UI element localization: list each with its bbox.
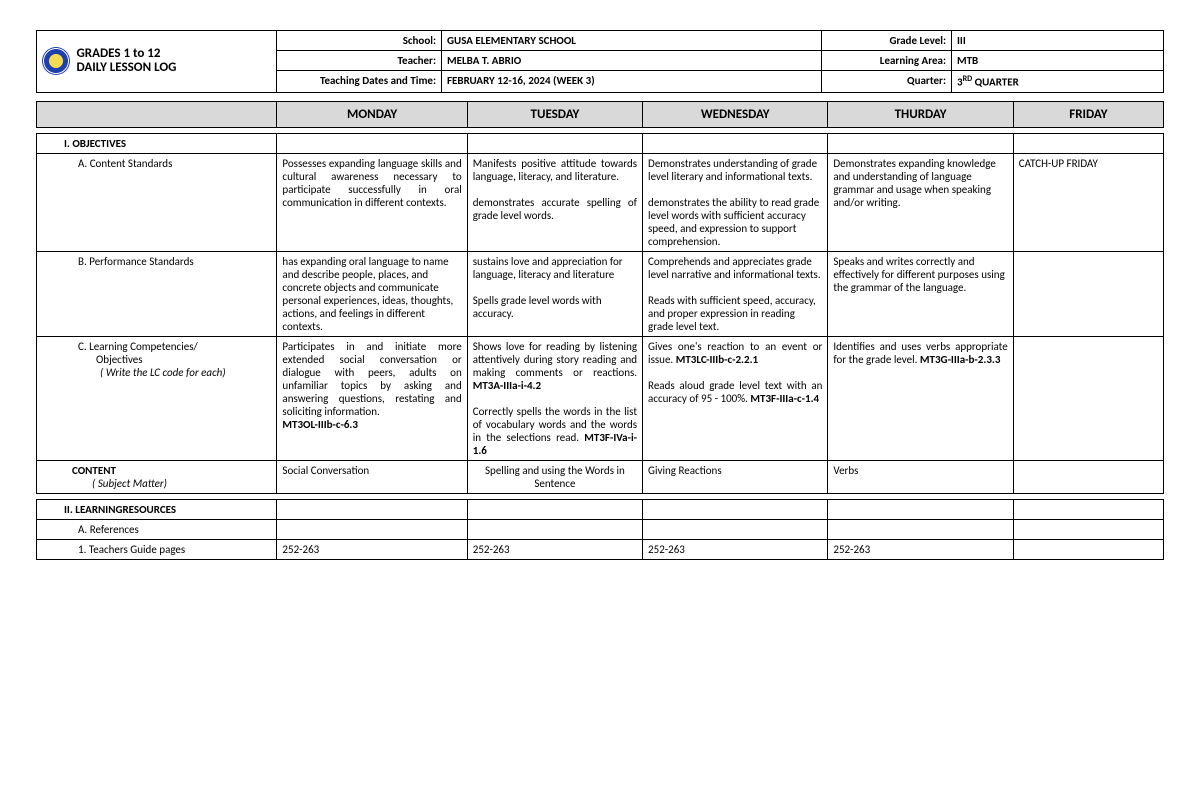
lc-mon: Participates in and initiate more extend… — [277, 336, 467, 460]
tg-fri — [1013, 539, 1163, 559]
teacher-value: MELBA T. ABRIO — [442, 51, 822, 71]
day-tuesday: TUESDAY — [467, 101, 642, 127]
learning-resources-row: II. LEARNINGRESOURCES — [37, 499, 1164, 519]
objectives-row: I. OBJECTIVES — [37, 133, 1164, 153]
references-row: A. References — [37, 519, 1164, 539]
content-mon: Social Conversation — [277, 460, 467, 493]
title-block: GRADES 1 to 12 DAILY LESSON LOG — [37, 31, 277, 93]
deped-logo-icon — [42, 47, 70, 75]
subject-label: ( Subject Matter) — [42, 477, 167, 490]
content-standards-row: A. Content Standards Possesses expanding… — [37, 153, 1164, 251]
perf-std-fri — [1013, 251, 1163, 336]
header-table: GRADES 1 to 12 DAILY LESSON LOG School: … — [36, 30, 1164, 93]
tg-wed: 252-263 — [643, 539, 828, 559]
objectives-label: I. OBJECTIVES — [42, 137, 126, 150]
tg-thu: 252-263 — [828, 539, 1013, 559]
perf-std-label: B. Performance Standards — [42, 255, 194, 268]
day-friday: FRIDAY — [1013, 101, 1163, 127]
doc-title: GRADES 1 to 12 DAILY LESSON LOG — [77, 47, 177, 76]
lc-wed: Gives one's reaction to an event or issu… — [643, 336, 828, 460]
blank-header — [37, 101, 277, 127]
lc-label-3: ( Write the LC code for each) — [42, 366, 226, 379]
perf-std-mon: has expanding oral language to name and … — [277, 251, 467, 336]
dates-label: Teaching Dates and Time: — [277, 71, 442, 93]
content-thu: Verbs — [828, 460, 1013, 493]
lc-thu: Identifies and uses verbs appropriate fo… — [828, 336, 1013, 460]
lc-label-1: C. Learning Competencies/ — [42, 340, 198, 353]
lc-tue: Shows love for reading by listening atte… — [467, 336, 642, 460]
lc-fri — [1013, 336, 1163, 460]
quarter-label: Quarter: — [822, 71, 952, 93]
title-line1: GRADES 1 to 12 — [77, 46, 161, 61]
content-std-mon: Possesses expanding language skills and … — [277, 153, 467, 251]
teachers-guide-row: 1. Teachers Guide pages 252-263 252-263 … — [37, 539, 1164, 559]
learning-competencies-row: C. Learning Competencies/ Objectives ( W… — [37, 336, 1164, 460]
day-wednesday: WEDNESDAY — [643, 101, 828, 127]
tg-label: 1. Teachers Guide pages — [42, 543, 185, 556]
perf-std-thu: Speaks and writes correctly and effectiv… — [828, 251, 1013, 336]
quarter-value: 3RD QUARTER — [952, 71, 1164, 93]
lc-label-2: Objectives — [42, 353, 143, 366]
performance-standards-row: B. Performance Standards has expanding o… — [37, 251, 1164, 336]
teacher-label: Teacher: — [277, 51, 442, 71]
content-row: CONTENT ( Subject Matter) Social Convers… — [37, 460, 1164, 493]
content-fri — [1013, 460, 1163, 493]
perf-std-wed: Comprehends and appreciates grade level … — [643, 251, 828, 336]
content-label: CONTENT — [42, 464, 116, 477]
content-std-label: A. Content Standards — [42, 157, 172, 170]
school-label: School: — [277, 31, 442, 51]
perf-std-tue: sustains love and appreciation for langu… — [467, 251, 642, 336]
grade-value: III — [952, 31, 1164, 51]
grade-label: Grade Level: — [822, 31, 952, 51]
tg-tue: 252-263 — [467, 539, 642, 559]
area-label: Learning Area: — [822, 51, 952, 71]
tg-mon: 252-263 — [277, 539, 467, 559]
dates-value: FEBRUARY 12-16, 2024 (WEEK 3) — [442, 71, 822, 93]
content-std-wed: Demonstrates understanding of grade leve… — [643, 153, 828, 251]
content-wed: Giving Reactions — [643, 460, 828, 493]
content-std-tue: Manifests positive attitude towards lang… — [467, 153, 642, 251]
content-std-fri: CATCH-UP FRIDAY — [1013, 153, 1163, 251]
area-value: MTB — [952, 51, 1164, 71]
day-monday: MONDAY — [277, 101, 467, 127]
days-header-row: MONDAY TUESDAY WEDNESDAY THURDAY FRIDAY — [37, 101, 1164, 127]
school-value: GUSA ELEMENTARY SCHOOL — [442, 31, 822, 51]
title-line2: DAILY LESSON LOG — [77, 60, 177, 75]
lr-label: II. LEARNINGRESOURCES — [42, 503, 176, 516]
refs-label: A. References — [42, 523, 139, 536]
content-std-thu: Demonstrates expanding knowledge and und… — [828, 153, 1013, 251]
day-thursday: THURDAY — [828, 101, 1013, 127]
content-tue: Spelling and using the Words in Sentence — [467, 460, 642, 493]
lesson-table: MONDAY TUESDAY WEDNESDAY THURDAY FRIDAY … — [36, 101, 1164, 560]
